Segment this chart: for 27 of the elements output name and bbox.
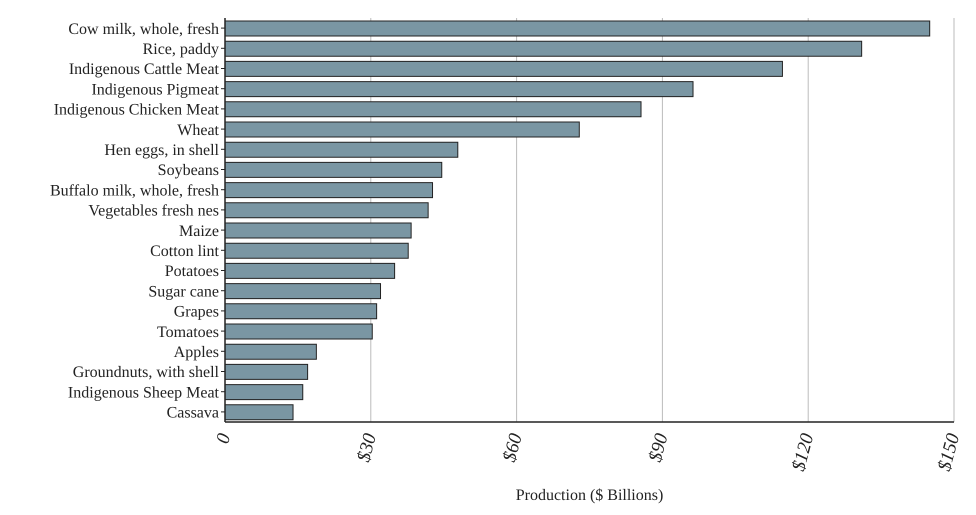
- y-tick-label: Grapes: [174, 304, 219, 321]
- y-tick-label: Soybeans: [158, 162, 219, 180]
- y-tick-label: Indigenous Cattle Meat: [68, 61, 220, 78]
- y-tick-label: Sugar cane: [148, 283, 219, 300]
- x-tick-label: 0: [212, 430, 236, 446]
- x-axis-title: Production ($ Billions): [516, 487, 664, 504]
- x-tick-label: $120: [788, 430, 818, 474]
- y-tick-label: Buffalo milk, whole, fresh: [50, 182, 219, 200]
- y-tick-label: Vegetables fresh nes: [88, 202, 219, 220]
- y-tick-label: Cow milk, whole, fresh: [68, 20, 219, 38]
- y-tick-label: Indigenous Chicken Meat: [54, 102, 220, 119]
- y-tick-label: Indigenous Sheep Meat: [68, 384, 220, 402]
- x-tick-label: $150: [934, 430, 964, 474]
- x-tick-label: $90: [644, 430, 673, 464]
- y-tick-label: Apples: [174, 344, 219, 361]
- y-tick-label: Wheat: [177, 122, 220, 139]
- y-tick-label: Groundnuts, with shell: [72, 364, 220, 382]
- y-tick-label: Potatoes: [164, 263, 219, 280]
- y-tick-label: Hen eggs, in shell: [104, 142, 220, 159]
- y-tick-label: Rice, paddy: [142, 40, 219, 58]
- y-tick-label: Cassava: [166, 404, 219, 422]
- y-tick-label: Cotton lint: [150, 242, 220, 260]
- x-tick-label: $60: [499, 430, 527, 464]
- y-tick-label: Maize: [179, 222, 219, 240]
- y-tick-label: Tomatoes: [157, 324, 219, 341]
- y-tick-label: Indigenous Pigmeat: [91, 81, 220, 98]
- x-tick-label: $30: [353, 430, 382, 464]
